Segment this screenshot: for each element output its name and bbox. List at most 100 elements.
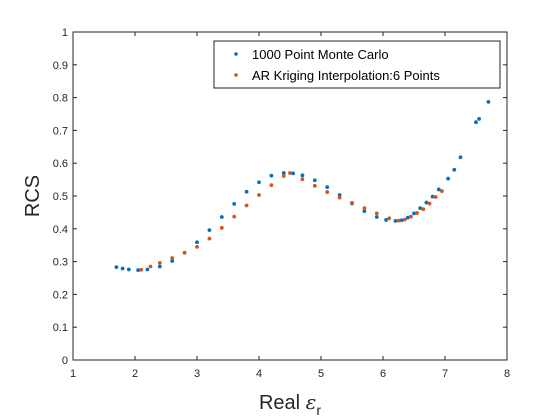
monte-carlo-point xyxy=(458,155,463,160)
y-tick-label: 0.1 xyxy=(53,322,68,334)
y-axis-ticks: 0 0.1 0.2 0.3 0.4 0.5 0.6 0.7 0.8 0.9 1 xyxy=(53,27,507,367)
monte-carlo-point xyxy=(269,173,274,178)
x-tick-label: 5 xyxy=(318,368,324,380)
legend: 1000 Point Monte Carlo AR Kriging Interp… xyxy=(213,40,501,89)
y-tick-label: 0.5 xyxy=(53,191,68,203)
x-tick-label: 1 xyxy=(70,368,76,380)
x-axis-label-subscript: r xyxy=(316,402,321,418)
kriging-point xyxy=(402,217,407,222)
kriging-point xyxy=(139,267,144,272)
monte-carlo-point xyxy=(446,176,450,181)
monte-carlo-point xyxy=(207,228,212,233)
monte-carlo-point xyxy=(195,240,199,245)
monte-carlo-point xyxy=(257,180,261,185)
monte-carlo-point xyxy=(384,218,388,222)
y-tick-label: 0.4 xyxy=(53,224,68,236)
monte-carlo-point xyxy=(114,265,119,270)
x-axis-label-symbol: ε xyxy=(306,390,317,414)
legend-box xyxy=(213,40,501,89)
y-tick-label: 0.9 xyxy=(53,60,68,72)
monte-carlo-point xyxy=(399,218,404,223)
y-tick-label: 0.7 xyxy=(53,125,68,137)
monte-carlo-point xyxy=(120,266,125,271)
kriging-point xyxy=(195,244,199,249)
kriging-point xyxy=(157,261,162,265)
kriging-point xyxy=(387,216,392,221)
kriging-point xyxy=(170,256,175,260)
x-tick-label: 2 xyxy=(132,368,138,380)
y-tick-label: 0.6 xyxy=(53,158,68,170)
kriging-point xyxy=(325,190,330,194)
monte-carlo-point xyxy=(337,193,342,197)
monte-carlo-point xyxy=(325,185,330,190)
kriging-point xyxy=(148,264,153,269)
monte-carlo-point xyxy=(244,189,249,194)
kriging-point xyxy=(433,195,438,199)
monte-carlo-point xyxy=(474,120,478,125)
kriging-point xyxy=(257,193,261,197)
monte-carlo-point xyxy=(281,171,286,175)
kriging-point xyxy=(362,206,367,211)
kriging-point xyxy=(219,225,224,230)
x-tick-label: 7 xyxy=(442,368,448,380)
x-axis-ticks: 1 2 3 4 5 6 7 8 xyxy=(70,32,510,380)
y-tick-label: 1 xyxy=(62,27,68,39)
legend-marker-monte-carlo xyxy=(234,52,238,56)
kriging-point xyxy=(207,236,212,241)
kriging-point xyxy=(244,203,249,208)
monte-carlo-point xyxy=(219,215,224,219)
kriging-point xyxy=(374,211,379,216)
kriging-point xyxy=(427,201,432,206)
monte-carlo-point xyxy=(136,268,141,273)
y-tick-label: 0.3 xyxy=(53,257,68,269)
kriging-point xyxy=(337,195,342,200)
monte-carlo-point xyxy=(157,264,162,269)
monte-carlo-point xyxy=(170,259,175,263)
monte-carlo-point xyxy=(393,219,398,223)
monte-carlo-point xyxy=(418,206,423,211)
legend-label-monte-carlo: 1000 Point Monte Carlo xyxy=(252,47,389,62)
x-axis-label: Real εr xyxy=(259,390,321,418)
kriging-point xyxy=(350,200,354,205)
kriging-point xyxy=(396,218,401,223)
monte-carlo-point xyxy=(452,167,457,172)
monte-carlo-point xyxy=(145,267,150,272)
y-tick-label: 0.8 xyxy=(53,93,68,105)
monte-carlo-point xyxy=(232,201,237,206)
monte-carlo-point xyxy=(405,215,410,220)
series-kriging xyxy=(139,171,444,272)
kriging-point xyxy=(409,214,413,219)
monte-carlo-point xyxy=(412,211,416,216)
x-tick-label: 6 xyxy=(380,368,386,380)
monte-carlo-point xyxy=(291,171,295,176)
kriging-point xyxy=(421,207,426,212)
monte-carlo-point xyxy=(362,209,367,213)
kriging-point xyxy=(300,177,305,182)
monte-carlo-point xyxy=(486,99,491,104)
x-tick-label: 3 xyxy=(194,368,200,380)
monte-carlo-point xyxy=(126,267,131,272)
kriging-point xyxy=(415,211,419,215)
x-tick-label: 4 xyxy=(256,368,262,380)
monte-carlo-point xyxy=(424,200,429,205)
monte-carlo-point xyxy=(477,117,481,121)
x-tick-label: 8 xyxy=(504,368,510,380)
y-tick-label: 0.2 xyxy=(53,289,68,301)
kriging-point xyxy=(281,174,286,178)
y-axis-label: RCS xyxy=(22,175,44,217)
monte-carlo-point xyxy=(374,215,379,219)
legend-label-kriging: AR Kriging Interpolation:6 Points xyxy=(252,68,440,83)
monte-carlo-point xyxy=(430,194,435,199)
legend-marker-kriging xyxy=(234,73,238,77)
monte-carlo-point xyxy=(312,178,317,183)
kriging-point xyxy=(182,250,187,255)
monte-carlo-point xyxy=(300,173,305,178)
kriging-point xyxy=(312,183,317,188)
kriging-point xyxy=(232,214,237,219)
kriging-point xyxy=(269,183,274,188)
y-tick-label: 0 xyxy=(62,355,68,367)
monte-carlo-point xyxy=(436,187,441,192)
kriging-point xyxy=(288,171,292,175)
kriging-point xyxy=(440,189,444,193)
